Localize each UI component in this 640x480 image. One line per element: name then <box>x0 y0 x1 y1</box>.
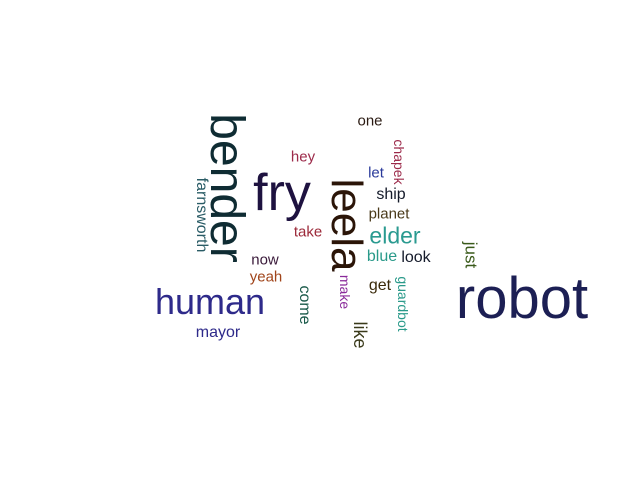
word-one: one <box>357 112 383 130</box>
word-yeah: yeah <box>249 268 283 286</box>
word-chapek: chapek <box>391 139 407 185</box>
word-just: just <box>461 241 481 269</box>
word-let: let <box>368 164 384 182</box>
word-mayor: mayor <box>195 324 241 341</box>
word-come: come <box>296 285 313 325</box>
word-take: take <box>293 223 323 241</box>
word-farnsworth: farnsworth <box>193 177 210 253</box>
word-robot: robot <box>455 266 589 331</box>
word-get: get <box>368 277 392 294</box>
word-human: human <box>154 281 266 322</box>
word-planet: planet <box>368 205 410 223</box>
word-leela: leela <box>322 178 371 272</box>
word-like: like <box>350 321 370 349</box>
word-guardbot: guardbot <box>395 276 411 332</box>
word-now: now <box>251 251 279 269</box>
word-make: make <box>337 274 353 310</box>
word-look: look <box>401 249 431 266</box>
word-hey: hey <box>290 148 316 166</box>
word-blue: blue <box>366 248 398 265</box>
word-ship: ship <box>376 186 406 203</box>
word-fry: fry <box>253 164 311 222</box>
word-elder: elder <box>369 222 421 249</box>
